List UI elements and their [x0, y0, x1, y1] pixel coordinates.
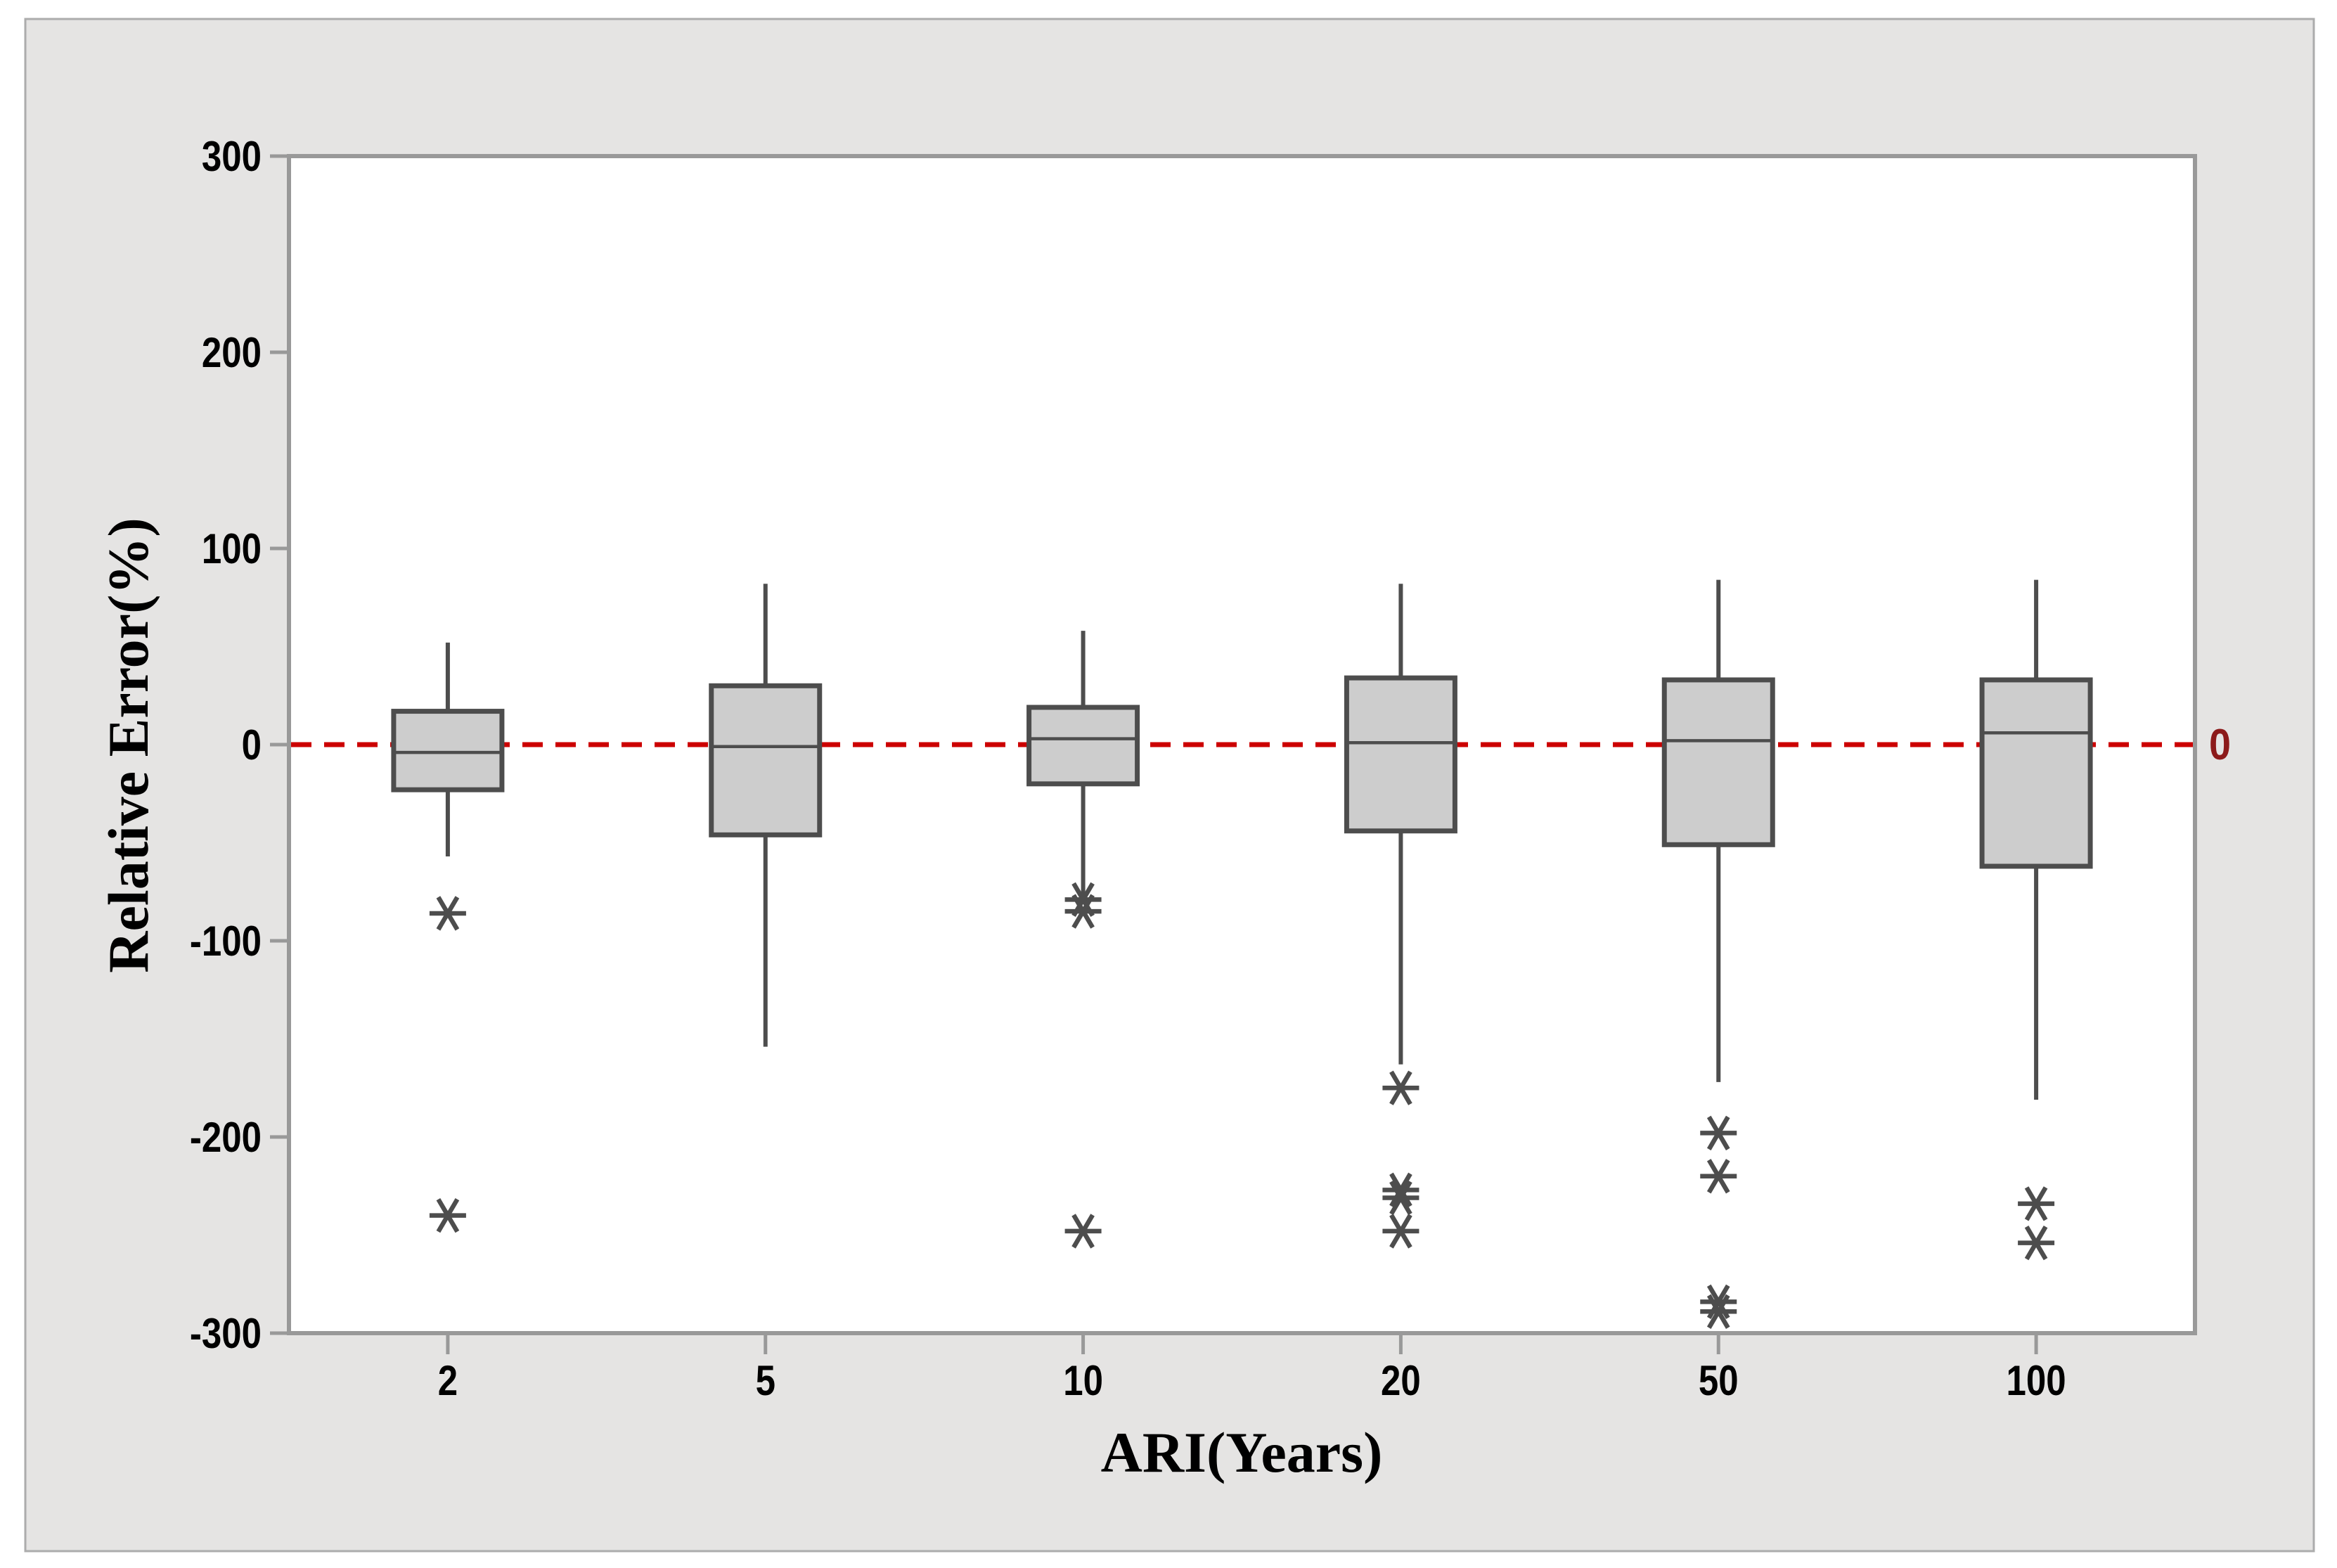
y-tick-label-group: -100 — [190, 918, 262, 965]
x-tick-label-group: 5 — [756, 1357, 775, 1404]
y-tick-label-group: 0 — [242, 721, 262, 769]
y-tick-label: -300 — [190, 1310, 262, 1357]
y-axis-title: Relative Error(%) — [96, 518, 160, 972]
x-axis-title: ARI(Years) — [1101, 1420, 1383, 1484]
outlier-asterisk — [1700, 1294, 1737, 1329]
boxplot-5 — [709, 584, 823, 1047]
zero-line-label: 0 — [2209, 721, 2231, 769]
outlier-asterisk — [1700, 1159, 1737, 1194]
x-tick-label-group: 50 — [1699, 1357, 1739, 1404]
y-tick-label-group: 200 — [202, 329, 262, 376]
outlier-asterisk — [2018, 1226, 2055, 1261]
x-tick-label-group: 2 — [438, 1357, 458, 1404]
outlier-asterisk — [1382, 1214, 1419, 1249]
x-tick-label: 2 — [438, 1357, 458, 1404]
y-tick-label: -100 — [190, 918, 262, 965]
boxplots — [391, 579, 2093, 1329]
iqr-box — [1979, 677, 2093, 869]
y-tick-label-group: 100 — [202, 525, 262, 572]
iqr-box — [1344, 675, 1457, 834]
outlier-asterisk — [1064, 1214, 1102, 1249]
y-tick-label: 300 — [202, 133, 262, 180]
boxplot-100 — [1979, 579, 2093, 1261]
iqr-box — [1661, 677, 1775, 847]
zero-label-group: 0 — [2209, 721, 2231, 769]
y-tick-label-group: -200 — [190, 1114, 262, 1161]
iqr-box — [709, 683, 823, 837]
outlier-asterisk — [1064, 894, 1102, 929]
boxplot-20 — [1344, 584, 1457, 1249]
y-tick-label-group: 300 — [202, 133, 262, 180]
x-tick-label: 5 — [756, 1357, 775, 1404]
boxplot-2 — [391, 642, 505, 1233]
y-tick-label: 0 — [242, 721, 262, 769]
x-tick-label: 100 — [2007, 1357, 2066, 1404]
boxplot-50 — [1661, 579, 1775, 1329]
y-tick-label: 100 — [202, 525, 262, 572]
x-axis-title-group: ARI(Years) — [1101, 1420, 1383, 1484]
outlier-asterisk — [1382, 1070, 1419, 1105]
outlier-asterisk — [1382, 1172, 1419, 1207]
x-tick-label: 50 — [1699, 1357, 1739, 1404]
outlier-asterisk — [1700, 1115, 1737, 1151]
y-tick-label-group: -300 — [190, 1310, 262, 1357]
x-tick-label: 10 — [1063, 1357, 1103, 1404]
boxplot-10 — [1026, 631, 1140, 1249]
outlier-asterisk — [1382, 1180, 1419, 1216]
axes: 300 200 100 0 -100 -200 -300 2 5 10 20 50 100 — [190, 133, 2066, 1404]
plot-frame — [287, 154, 2197, 1335]
y-tick-label: 200 — [202, 329, 262, 376]
outlier-asterisk — [2018, 1186, 2055, 1221]
x-tick-label-group: 10 — [1063, 1357, 1103, 1404]
outlier-asterisk — [429, 896, 466, 931]
x-tick-label-group: 100 — [2007, 1357, 2066, 1404]
x-tick-label-group: 20 — [1381, 1357, 1421, 1404]
outlier-asterisk — [429, 1197, 466, 1233]
x-tick-label: 20 — [1381, 1357, 1421, 1404]
iqr-box — [391, 709, 505, 792]
y-axis-title-group: Relative Error(%) — [96, 518, 160, 972]
iqr-box — [1026, 705, 1140, 787]
y-tick-label: -200 — [190, 1114, 262, 1161]
